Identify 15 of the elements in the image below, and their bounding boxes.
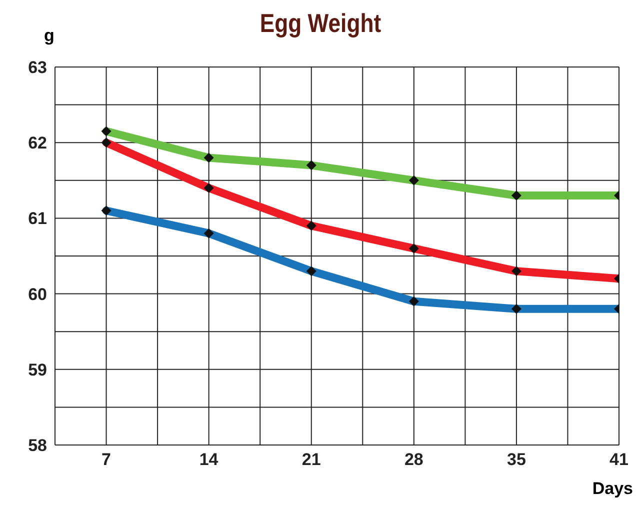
x-tick-label: 7 (102, 450, 112, 470)
x-axis-title: Days (592, 479, 633, 499)
y-axis-title: g (44, 26, 54, 46)
y-tick-label: 59 (28, 360, 47, 380)
x-tick-label: 21 (302, 450, 321, 470)
x-tick-label: 28 (404, 450, 424, 470)
y-tick-label: 61 (28, 209, 47, 228)
y-tick-label: 60 (28, 284, 47, 304)
y-tick-label: 63 (28, 58, 47, 78)
chart-title: Egg Weight (258, 8, 382, 39)
y-tick-label: 58 (28, 436, 47, 456)
y-tick-label: 62 (28, 134, 47, 153)
x-tick-label: 14 (199, 450, 219, 470)
x-tick-label: 41 (610, 450, 628, 470)
x-tick-label: 35 (506, 450, 526, 470)
